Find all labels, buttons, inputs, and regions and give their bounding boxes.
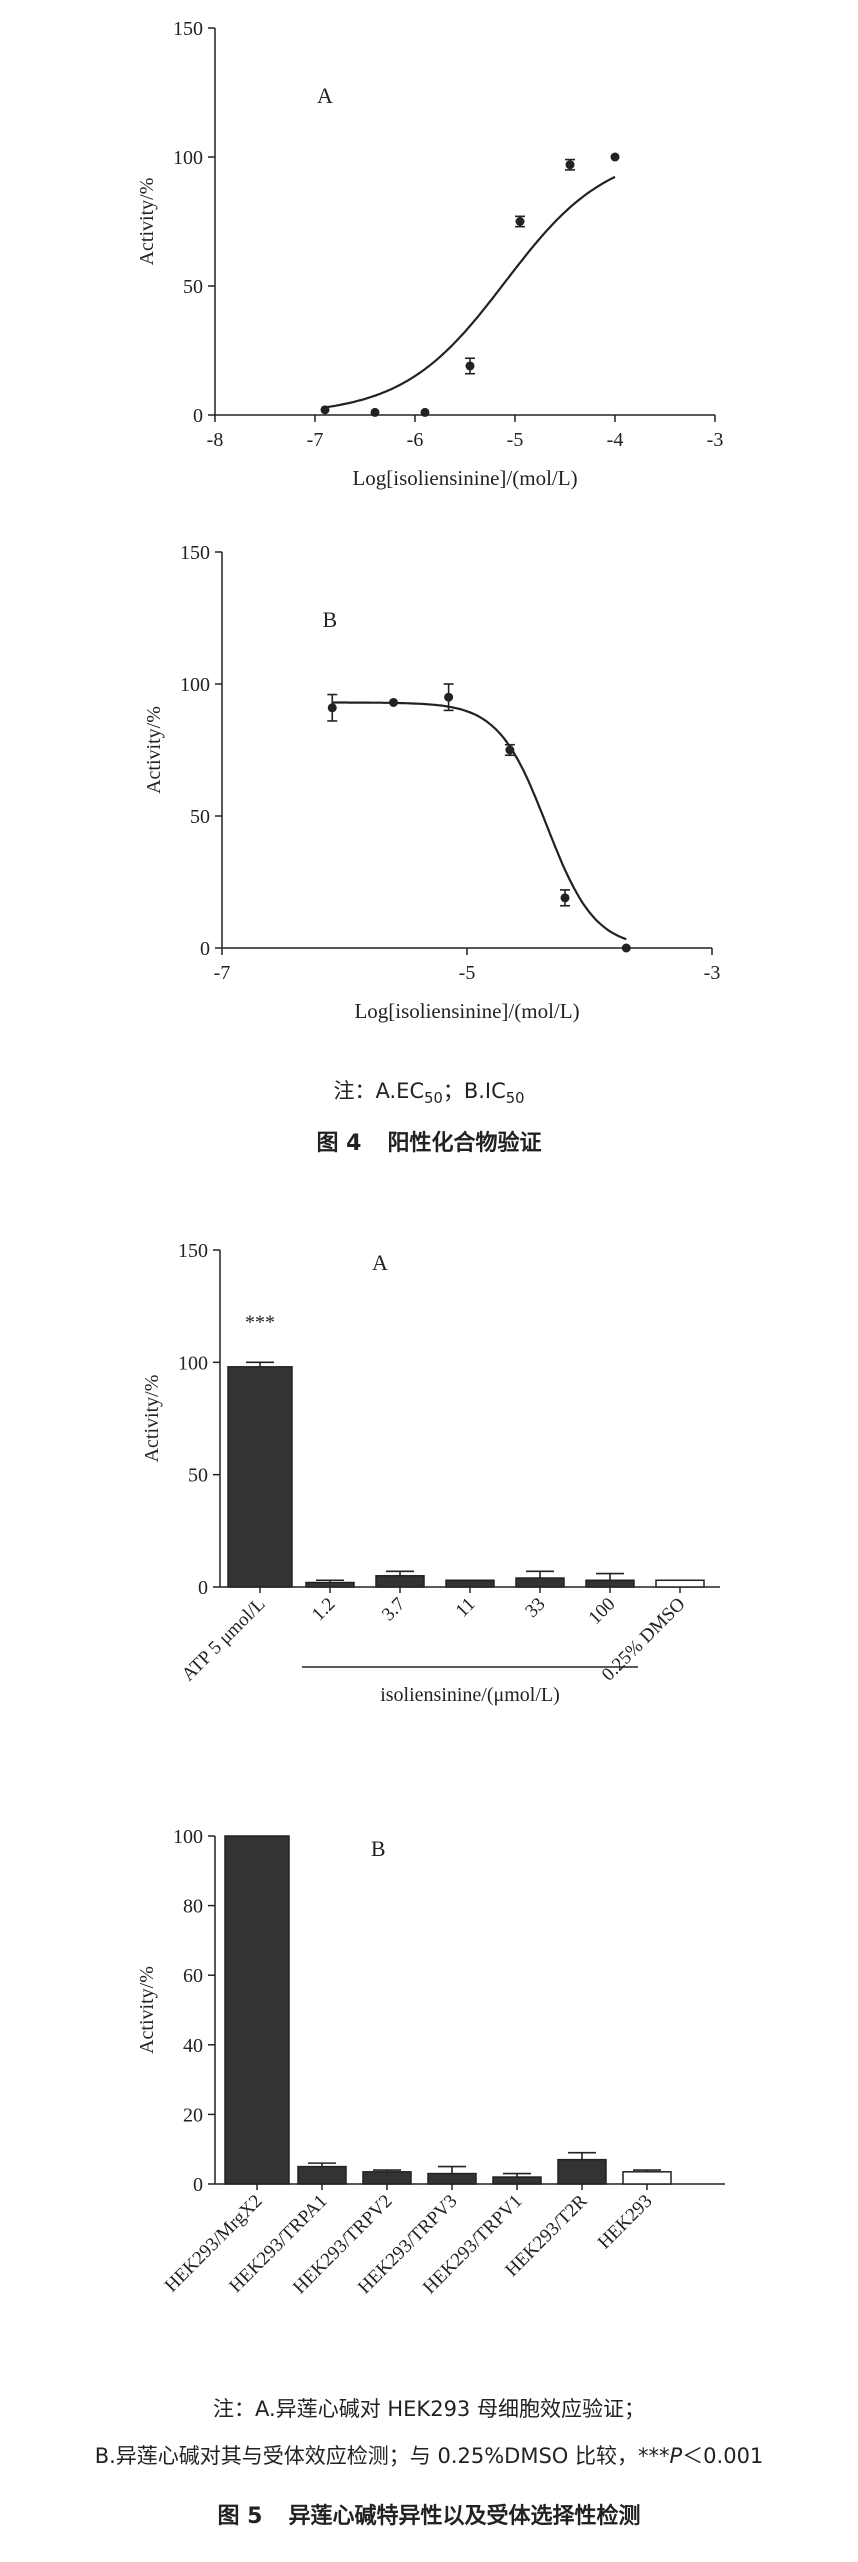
bar: [224, 1835, 290, 2185]
y-axis-label: Activity/%: [136, 1966, 158, 2054]
bar: [557, 2158, 607, 2185]
bar: [227, 1366, 293, 1588]
y-tick-label: 80: [183, 1896, 203, 1918]
y-tick-label: 100: [173, 147, 203, 169]
data-point: [420, 407, 430, 417]
bar: [445, 1579, 495, 1588]
data-point: [327, 703, 337, 713]
figure5-note-line2: B.异莲心碱对其与受体效应检测；与 0.25%DMSO 比较，***P＜0.00…: [94, 2444, 764, 2468]
y-axis-label: Activity/%: [141, 1375, 163, 1463]
y-tick-label: 60: [183, 1965, 203, 1987]
dose-response-chart-b: 0 50 100 150 Activity/% -7 -5 -3 Log[isoliensini…: [143, 542, 721, 1023]
x-tick-label: 1.2: [308, 1594, 340, 1626]
bar: [427, 2172, 477, 2185]
figure4-title: 阳性化合物验证: [387, 1131, 542, 1156]
y-tick-label: 0: [193, 405, 203, 427]
x-tick-label: -3: [707, 429, 724, 451]
figure4-number: 图 4: [316, 1131, 362, 1156]
data-point: [370, 407, 380, 417]
figure5-title: 异莲心碱特异性以及受体选择性检测: [288, 2504, 641, 2529]
y-axis-label: Activity/%: [136, 178, 158, 266]
figure5-caption: 图 5 异莲心碱特异性以及受体选择性检测: [0, 2498, 858, 2530]
y-tick-label: 40: [183, 2035, 203, 2057]
data-point: [610, 152, 620, 162]
x-axis-label: Log[isoliensinine]/(mol/L): [352, 466, 577, 490]
x-tick-label: 3.7: [378, 1594, 410, 1626]
bar: [305, 1581, 355, 1588]
bar: [622, 2171, 672, 2185]
bar: [375, 1575, 425, 1588]
y-tick-label: 50: [188, 1465, 208, 1487]
y-tick-label: 0: [200, 938, 210, 960]
x-tick-label: 11: [452, 1594, 480, 1622]
bar: [297, 2165, 347, 2185]
x-tick-label: -7: [307, 429, 324, 451]
data-point: [565, 160, 575, 170]
bar: [655, 1579, 705, 1588]
data-point: [444, 692, 454, 702]
y-tick-label: 50: [190, 806, 210, 828]
x-tick-label: ATP 5 μmol/L: [178, 1594, 270, 1686]
x-tick-label: HEK293: [594, 2191, 657, 2254]
bar: [515, 1577, 565, 1588]
data-point: [465, 361, 475, 371]
x-tick-label: -3: [704, 962, 721, 984]
x-axis-label: Log[isoliensinine]/(mol/L): [354, 999, 579, 1023]
fit-curve: [324, 175, 616, 409]
significance-label: ***: [245, 1311, 275, 1333]
bar-chart-b: 020406080100Activity/%HEK293/MrgX2HEK293…: [136, 1826, 725, 2298]
y-tick-label: 100: [180, 674, 210, 696]
y-tick-label: 100: [173, 1826, 203, 1848]
y-tick-label: 20: [183, 2104, 203, 2126]
panel-label: A: [372, 1250, 388, 1275]
x-tick-label: -5: [507, 429, 524, 451]
y-tick-label: 150: [180, 542, 210, 564]
y-tick-label: 0: [198, 1577, 208, 1599]
data-point: [621, 943, 631, 953]
figure4-note: 注：A.EC50；B.IC50: [333, 1079, 525, 1108]
data-point: [560, 893, 570, 903]
y-tick-label: 150: [178, 1240, 208, 1262]
data-point: [320, 405, 330, 415]
y-axis-label: Activity/%: [143, 706, 165, 794]
y-tick-label: 100: [178, 1352, 208, 1374]
x-tick-label: 100: [585, 1594, 620, 1629]
y-tick-label: 150: [173, 18, 203, 40]
figure5-note-line1: 注：A.异莲心碱对 HEK293 母细胞效应验证；: [213, 2397, 645, 2421]
panel-label: A: [317, 83, 333, 108]
data-point: [515, 217, 525, 226]
bar: [585, 1579, 635, 1588]
bar: [492, 2176, 542, 2185]
x-tick-label: -8: [207, 429, 224, 451]
data-point: [505, 745, 515, 755]
panel-label: B: [322, 607, 337, 632]
y-tick-label: 50: [183, 276, 203, 298]
x-tick-label: -4: [607, 429, 624, 451]
fit-curve: [332, 701, 627, 941]
bar: [362, 2171, 412, 2185]
bar-chart-a: 0 50 100 150 Activity/% ATP 5 μmol/L *** 1.2 3.7…: [141, 1240, 720, 1706]
y-tick-label: 0: [193, 2174, 203, 2196]
figure5-number: 图 5: [217, 2504, 263, 2529]
figure4-caption: 图 4 阳性化合物验证: [0, 1125, 858, 1157]
x-tick-label: -6: [407, 429, 424, 451]
data-point: [389, 697, 398, 707]
x-tick-label: -5: [459, 962, 476, 984]
x-tick-label: -7: [214, 962, 231, 984]
group-label: isoliensinine/(μmol/L): [380, 1684, 560, 1706]
panel-label: B: [371, 1836, 386, 1861]
dose-response-chart-a: 0 50 100 150 Activity/% -8 -7 -6 -5 -4 -3 Log[isoli…: [136, 18, 724, 490]
x-tick-label: 33: [521, 1594, 549, 1622]
